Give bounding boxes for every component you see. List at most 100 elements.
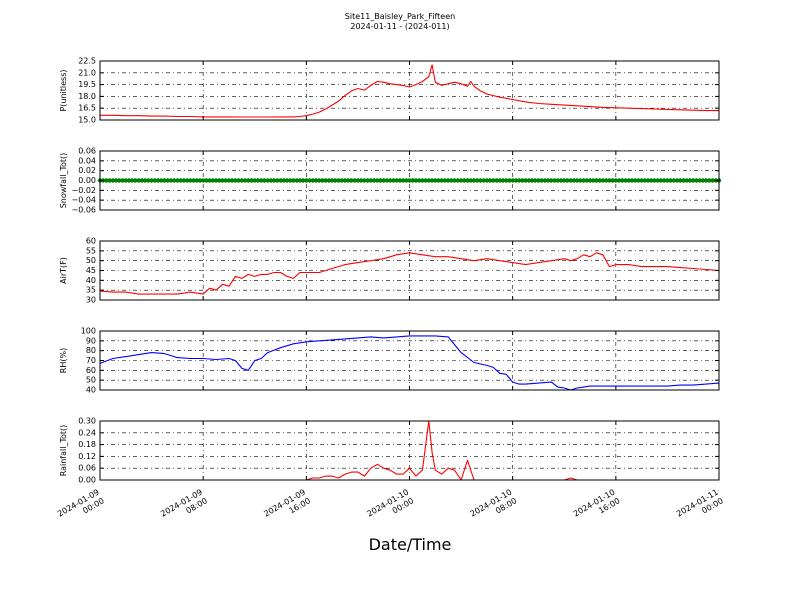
data-point — [613, 178, 619, 183]
data-point — [684, 178, 689, 183]
data-point — [110, 178, 116, 183]
data-point — [462, 178, 467, 183]
subplot-stack: 15.016.518.019.521.022.5P(unitless)0.060… — [59, 57, 722, 485]
data-point — [536, 178, 541, 183]
data-point — [539, 178, 544, 183]
data-point — [242, 178, 248, 183]
data-point — [204, 178, 209, 183]
data-point — [423, 178, 428, 183]
data-point — [384, 178, 390, 183]
data-point — [265, 178, 270, 183]
data-point — [555, 178, 561, 183]
series-1-line — [99, 252, 720, 295]
data-point — [594, 178, 599, 183]
data-point — [416, 178, 422, 183]
data-point — [655, 178, 660, 183]
data-point — [420, 178, 425, 183]
data-point — [433, 178, 438, 183]
y-axis-label: Rainfall_Tot() — [59, 425, 68, 477]
data-point — [426, 178, 432, 183]
data-point — [603, 178, 609, 183]
data-point — [623, 178, 628, 183]
data-point — [452, 178, 457, 183]
data-point — [291, 178, 296, 183]
y-tick-label: −0.04 — [71, 196, 96, 205]
data-point — [610, 178, 615, 183]
data-point — [642, 178, 648, 183]
data-point — [123, 178, 128, 183]
data-point — [104, 178, 109, 183]
data-point — [413, 178, 419, 183]
data-point — [142, 178, 148, 183]
data-point — [249, 178, 254, 183]
data-point — [565, 178, 570, 183]
data-point — [581, 178, 586, 183]
y-tick-label: 70 — [86, 356, 96, 365]
data-point — [658, 178, 664, 183]
grid — [100, 241, 719, 300]
data-point — [578, 178, 583, 183]
data-point — [107, 178, 112, 183]
y-axis-label: RH(%) — [59, 348, 68, 373]
data-point — [346, 178, 351, 183]
data-point — [255, 178, 261, 183]
data-point — [542, 178, 548, 183]
data-point — [671, 178, 677, 183]
data-point — [404, 178, 409, 183]
data-point — [146, 178, 151, 183]
data-point — [710, 178, 715, 183]
data-point — [246, 178, 251, 183]
data-point — [120, 178, 125, 183]
y-tick-label: 30 — [86, 296, 96, 305]
data-point — [616, 178, 622, 183]
data-point — [526, 178, 531, 183]
subplot-1: 15.0 16.5 18.0 19.5 21.0 22.5 P(unitless) — [59, 57, 720, 125]
data-point — [317, 178, 322, 183]
data-point — [639, 178, 644, 183]
data-point — [271, 178, 277, 183]
data-point — [284, 178, 290, 183]
data-point — [703, 178, 709, 183]
data-point — [349, 178, 354, 183]
y-tick-label: 21.0 — [78, 68, 96, 77]
data-point — [339, 178, 344, 183]
data-point — [130, 178, 135, 183]
data-point — [175, 178, 180, 183]
data-point — [394, 178, 399, 183]
data-point — [442, 178, 448, 183]
data-point — [407, 178, 412, 183]
data-point — [236, 178, 241, 183]
data-point — [184, 178, 190, 183]
data-point — [471, 178, 477, 183]
data-point — [678, 178, 683, 183]
data-point — [458, 178, 464, 183]
data-point — [552, 178, 557, 183]
data-point — [210, 178, 216, 183]
y-tick-label: 35 — [86, 286, 96, 295]
data-point — [297, 178, 303, 183]
data-point — [275, 178, 280, 183]
data-point — [223, 178, 228, 183]
data-point — [159, 178, 164, 183]
data-point — [288, 178, 293, 183]
data-point — [674, 178, 680, 183]
data-point — [294, 178, 299, 183]
y-tick-label: 15.0 — [78, 116, 96, 125]
y-tick-label: 100 — [81, 327, 96, 336]
data-point — [429, 178, 435, 183]
y-tick-label: 60 — [86, 237, 96, 246]
data-point — [436, 178, 441, 183]
data-point — [697, 178, 702, 183]
y-tick-label: −0.06 — [71, 206, 96, 215]
data-point — [645, 178, 651, 183]
data-point — [313, 178, 319, 183]
data-point — [626, 178, 631, 183]
y-tick-label: 60 — [86, 366, 96, 375]
y-tick-label: 40 — [86, 386, 96, 395]
